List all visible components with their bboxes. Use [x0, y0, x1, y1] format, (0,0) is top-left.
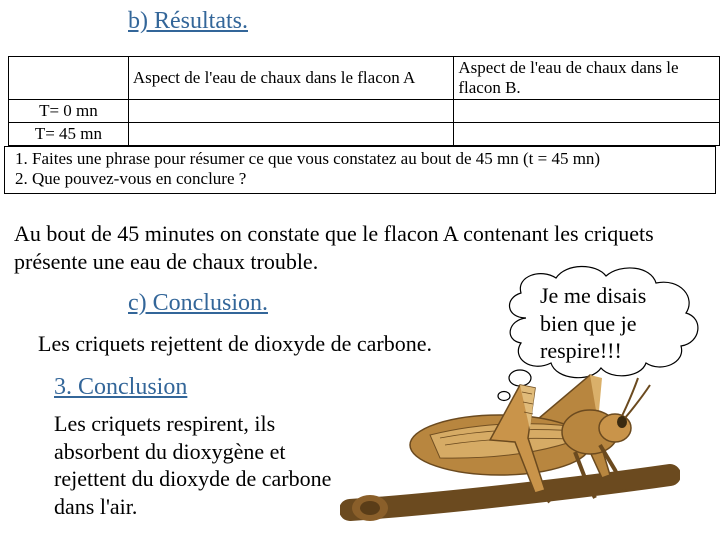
cricket-illustration — [340, 330, 680, 550]
table-row1-label: T= 0 mn — [9, 100, 129, 123]
table-cell-empty — [454, 100, 720, 123]
results-table: Aspect de l'eau de chaux dans le flacon … — [8, 56, 720, 146]
table-header-a: Aspect de l'eau de chaux dans le flacon … — [128, 57, 454, 100]
heading-c-conclusion: c) Conclusion. — [128, 290, 268, 317]
table-row: T= 0 mn — [9, 100, 720, 123]
heading-b-resultats: b) Résultats. — [128, 8, 248, 35]
bubble-line-1: Je me disais — [540, 282, 646, 310]
questions-box: 1. Faites une phrase pour résumer ce que… — [4, 146, 716, 194]
conclusion-3-text: Les criquets respirent, ils absorbent du… — [54, 410, 354, 520]
table-cell-empty — [128, 100, 454, 123]
table-header-b: Aspect de l'eau de chaux dans le flacon … — [454, 57, 720, 100]
table-cell-empty — [128, 123, 454, 146]
table-row2-label: T= 45 mn — [9, 123, 129, 146]
table-cell-empty — [454, 123, 720, 146]
question-1: 1. Faites une phrase pour résumer ce que… — [9, 149, 711, 169]
table-row: T= 45 mn — [9, 123, 720, 146]
heading-3-conclusion: 3. Conclusion — [54, 374, 187, 401]
table-cell-empty — [9, 57, 129, 100]
question-2: 2. Que pouvez-vous en conclure ? — [9, 169, 711, 189]
table-row: Aspect de l'eau de chaux dans le flacon … — [9, 57, 720, 100]
